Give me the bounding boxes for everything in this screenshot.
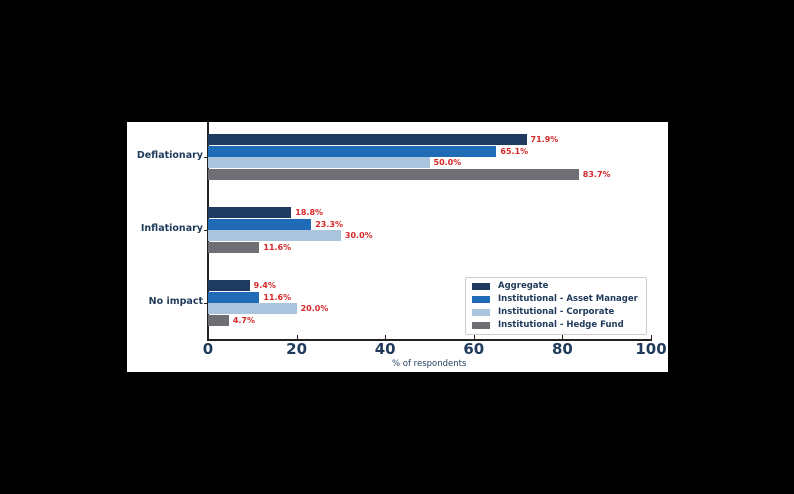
legend: Aggregate Institutional - Asset Manager … [465, 277, 647, 335]
legend-item-asset-manager: Institutional - Asset Manager [472, 293, 638, 305]
category-label: Deflationary [136, 150, 203, 161]
y-tick-mark [204, 303, 208, 304]
value-label: 11.6% [263, 292, 292, 302]
x-tick-mark [296, 335, 298, 339]
legend-label: Institutional - Corporate [498, 307, 615, 317]
x-tick-label: 20 [286, 340, 308, 358]
value-label: 83.7% [582, 169, 611, 179]
value-label: 11.6% [263, 242, 292, 252]
x-axis-line [207, 339, 652, 341]
value-label: 20.0% [300, 304, 329, 313]
x-tick-mark [208, 335, 209, 339]
value-label: 18.8% [295, 208, 324, 217]
bar [208, 134, 527, 145]
bar [208, 314, 229, 326]
bar [208, 207, 292, 218]
legend-swatch [472, 282, 490, 290]
x-tick-mark [651, 335, 652, 339]
legend-label: Aggregate [498, 281, 549, 291]
legend-item-corporate: Institutional - Corporate [472, 306, 614, 318]
category-label: Inflationary [140, 223, 203, 234]
x-tick-mark [473, 335, 475, 339]
x-tick-mark [385, 335, 387, 339]
bar [208, 218, 312, 230]
legend-swatch [472, 295, 490, 303]
x-axis-label: % of respondents [392, 359, 467, 369]
value-label: 4.7% [232, 315, 255, 325]
x-tick-label: 80 [551, 340, 573, 358]
legend-swatch [472, 308, 490, 316]
y-tick-mark [204, 230, 208, 231]
value-label: 30.0% [344, 231, 373, 240]
x-tick-label: 0 [202, 340, 214, 358]
value-label: 71.9% [530, 135, 559, 144]
category-label: No impact [148, 296, 203, 307]
x-tick-mark [562, 335, 564, 339]
x-tick-label: 100 [635, 340, 667, 358]
value-label: 23.3% [315, 219, 343, 229]
bar [208, 303, 297, 314]
value-label: 50.0% [433, 158, 462, 167]
bar [208, 291, 260, 303]
bar [208, 168, 579, 180]
bar [208, 241, 260, 253]
bar [208, 280, 250, 291]
value-label: 65.1% [500, 146, 529, 156]
legend-swatch [472, 321, 490, 329]
legend-label: Institutional - Hedge Fund [498, 320, 624, 330]
legend-label: Institutional - Asset Manager [498, 294, 638, 304]
bar [208, 230, 341, 241]
bar [208, 157, 430, 168]
x-tick-label: 40 [374, 340, 396, 358]
legend-item-aggregate: Aggregate [472, 280, 548, 292]
legend-item-hedge-fund: Institutional - Hedge Fund [472, 319, 624, 331]
value-label: 9.4% [253, 281, 276, 290]
y-tick-mark [204, 157, 208, 158]
bar [208, 145, 497, 157]
x-tick-label: 60 [463, 340, 485, 358]
